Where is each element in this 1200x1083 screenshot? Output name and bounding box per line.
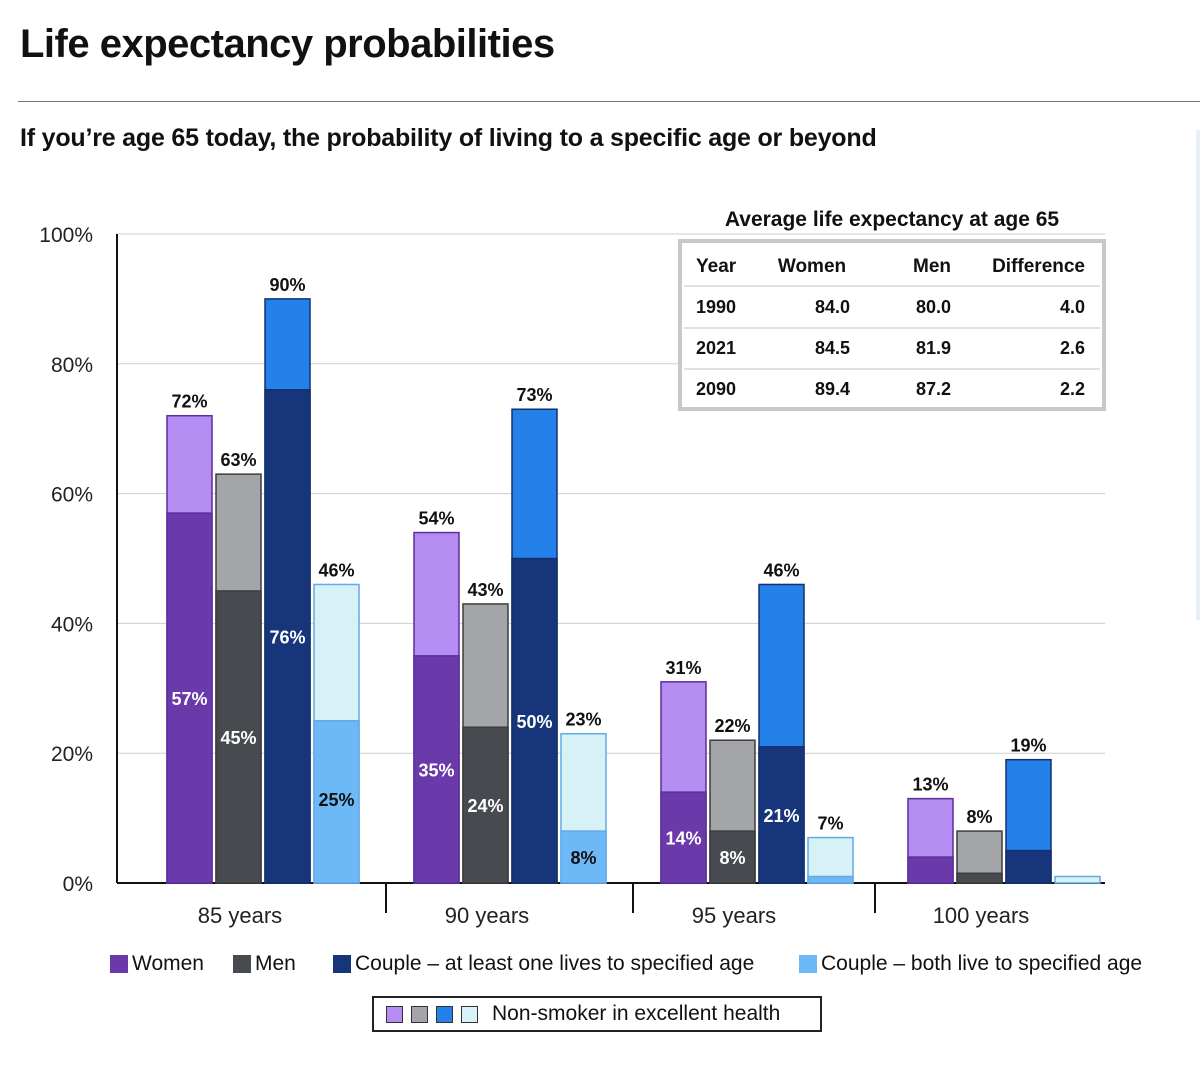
bar-base [956,872,1003,884]
y-tick-label: 20% [51,743,93,766]
bar-inner-label: 76% [269,627,305,647]
bar-top-label: 63% [220,450,256,470]
y-tick-label: 0% [63,873,93,896]
bar-inner-label: 25% [318,790,354,810]
bar-inner-label: 24% [467,796,503,816]
bar-nonsmoker [1054,875,1101,884]
legend-item-couple-one: Couple – at least one lives to specified… [333,952,754,976]
x-category-label: 85 years [198,903,282,928]
bar-top-label: 46% [763,560,799,580]
bar-base [709,830,756,884]
inset-table-header: Men [913,256,951,277]
inset-table-cell: 89.4 [815,379,850,399]
legend-item-men: Men [233,952,296,976]
legend-item-couple-both: Couple – both live to specified age [799,952,1142,976]
bar-top-label: 13% [912,775,948,795]
bar-inner-label: 45% [220,728,256,748]
x-category-label: 90 years [445,903,529,928]
bar-top-label: 54% [418,509,454,529]
nonsmoker-legend: Non-smoker in excellent health [372,996,822,1032]
bar-inner-label: 8% [719,848,745,868]
inset-table-cell: 84.0 [815,297,850,317]
probability-bar-chart: 0% 20% 40% 60% 80% 100% 85 years 72% 57% 63% 45% 90… [39,208,1106,928]
bar-inner-label: 50% [516,712,552,732]
chart-legend: Women Men Couple – at least one lives to… [0,952,1200,992]
inset-table-title: Average life expectancy at age 65 [725,208,1060,231]
inset-table-cell: 1990 [696,297,736,317]
bar-base [1005,849,1052,884]
legend-swatch-couple-both [799,955,817,973]
bar-top-label: 72% [171,392,207,412]
bar-base [660,791,707,884]
bar-inner-label: 8% [570,848,596,868]
inset-table-cell: 2.2 [1060,379,1085,399]
bar-base [264,389,311,884]
bar-top-label: 19% [1010,736,1046,756]
legend-label-couple-both: Couple – both live to specified age [821,952,1143,975]
nonsmoker-swatch-women [386,1005,403,1023]
legend-swatch-couple-one [333,955,351,973]
edge-strip [1196,130,1200,620]
legend-label-men: Men [255,952,296,975]
bar-base [511,557,558,884]
bar-base [413,655,460,884]
bar-base [462,726,509,884]
bar-base [758,745,805,884]
bar-inner-label: 35% [418,760,454,780]
legend-label-women: Women [132,952,204,975]
y-tick-label: 60% [51,484,93,507]
inset-table-cell: 4.0 [1060,297,1085,317]
y-tick-label: 40% [51,613,93,636]
bar-inner-label: 21% [763,806,799,826]
bar-inner-label: 14% [665,829,701,849]
bar-top-label: 8% [966,807,992,827]
bar-base [907,856,954,884]
y-tick-label: 80% [51,354,93,377]
inset-table-frame [678,239,1106,411]
legend-item-women: Women [110,952,204,976]
legend-label-couple-one: Couple – at least one lives to specified… [355,952,755,975]
nonsmoker-label: Non-smoker in excellent health [492,1002,781,1025]
inset-table-cell: 87.2 [916,379,951,399]
inset-table-cell: 2.6 [1060,338,1085,358]
legend-swatch-women [110,955,128,973]
legend-swatch-men [233,955,251,973]
bar-top-label: 46% [318,560,354,580]
page-title: Life expectancy probabilities [20,22,555,66]
nonsmoker-swatch-couple-both [461,1005,478,1023]
bar-base [560,830,607,884]
inset-table-header: Difference [992,256,1085,277]
nonsmoker-swatch-couple-one [436,1005,453,1023]
inset-table-header: Year [696,256,737,277]
y-tick-label: 100% [39,224,93,247]
inset-table-cell: 81.9 [916,338,951,358]
x-category-label: 95 years [692,903,776,928]
bar-top-label: 73% [516,385,552,405]
bar-inner-label: 57% [171,689,207,709]
bar-top-label: 90% [269,275,305,295]
bar-top-label: 7% [817,814,843,834]
bar-top-label: 31% [665,658,701,678]
inset-table-header: Women [778,256,846,277]
inset-table-cell: 80.0 [916,297,951,317]
bar-top-label: 23% [565,710,601,730]
bar-base [215,590,262,884]
page-subtitle: If you’re age 65 today, the probability … [20,124,877,152]
bar-base [166,512,213,884]
inset-table-cell: 2021 [696,338,736,358]
x-category-label: 100 years [933,903,1030,928]
bar-top-label: 43% [467,580,503,600]
nonsmoker-swatch-men [411,1005,428,1023]
bar-base [313,720,360,884]
bar-top-label: 22% [714,716,750,736]
bar-base [807,875,854,884]
title-divider [18,101,1200,102]
inset-table-cell: 84.5 [815,338,850,358]
inset-table-cell: 2090 [696,379,736,399]
